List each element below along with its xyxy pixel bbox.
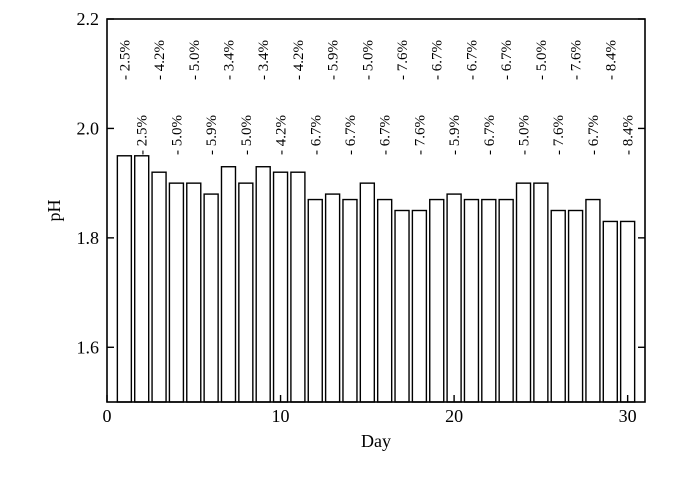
y-tick-label-1.8: 1.8 xyxy=(77,228,100,248)
data-label-day-13: - 5.9% xyxy=(326,40,342,80)
bar-day-29 xyxy=(602,220,618,403)
data-label-day-18: - 7.6% xyxy=(412,115,428,155)
bar-day-11 xyxy=(290,171,306,403)
bar-day-14 xyxy=(342,198,358,403)
data-label-day-9: - 3.4% xyxy=(256,40,272,80)
y-tick-label-2.0: 2.0 xyxy=(77,118,100,138)
y-tick-label-1.6: 1.6 xyxy=(77,337,100,357)
plot-frame xyxy=(106,18,646,403)
data-label-day-27: - 7.6% xyxy=(569,40,585,80)
bar-day-2 xyxy=(134,155,150,403)
data-label-day-26: - 7.6% xyxy=(551,115,567,155)
bar-day-18 xyxy=(411,209,428,403)
bar-day-22 xyxy=(481,198,497,403)
data-labels-group: - 2.5% - 2.5% - 4.2% - 5.0% - 5.0% - 5.9% - 3.… xyxy=(117,40,636,155)
bar-day-13 xyxy=(324,193,341,403)
bar-day-7 xyxy=(220,166,237,403)
data-label-day-17: - 7.6% xyxy=(395,40,411,80)
data-label-day-19: - 6.7% xyxy=(430,40,446,80)
x-tick-label-30: 30 xyxy=(619,406,637,426)
bar-day-24 xyxy=(515,182,532,403)
x-tick-label-0: 0 xyxy=(103,406,112,426)
data-label-day-21: - 6.7% xyxy=(464,40,480,80)
bar-day-6 xyxy=(203,193,219,403)
bars-group xyxy=(116,155,636,403)
bar-day-21 xyxy=(463,198,480,403)
bar-day-4 xyxy=(168,182,185,403)
data-label-day-22: - 6.7% xyxy=(482,115,498,155)
bar-day-23 xyxy=(498,198,514,403)
bar-day-15 xyxy=(359,182,376,403)
data-label-day-15: - 5.0% xyxy=(360,40,376,80)
bar-day-10 xyxy=(272,171,289,403)
ticks-group: 0 10 20 30 1.6 1.8 2.0 2.2 xyxy=(77,9,645,426)
x-tick-label-20: 20 xyxy=(445,406,463,426)
bar-day-3 xyxy=(151,171,167,403)
bar-day-30 xyxy=(619,220,636,403)
data-label-day-10: - 4.2% xyxy=(274,115,290,155)
data-label-day-16: - 6.7% xyxy=(378,115,394,155)
data-label-day-14: - 6.7% xyxy=(343,115,359,155)
data-label-day-29: - 8.4% xyxy=(603,40,619,80)
data-label-day-7: - 3.4% xyxy=(221,40,237,80)
data-label-day-1: - 2.5% xyxy=(117,40,133,80)
bar-day-28 xyxy=(585,198,601,403)
data-label-day-3: - 4.2% xyxy=(152,40,168,80)
bar-day-26 xyxy=(550,209,566,403)
y-axis-title: pH xyxy=(44,200,64,222)
data-label-day-4: - 5.0% xyxy=(169,115,185,155)
data-label-day-2: - 2.5% xyxy=(135,115,151,155)
bar-day-9 xyxy=(255,166,271,403)
data-label-day-24: - 5.0% xyxy=(517,115,533,155)
data-label-day-11: - 4.2% xyxy=(291,40,307,80)
data-label-day-23: - 6.7% xyxy=(499,40,515,80)
bar-day-5 xyxy=(186,182,202,403)
bar-day-17 xyxy=(394,209,410,403)
bar-day-12 xyxy=(307,198,323,403)
bar-day-16 xyxy=(376,198,393,403)
bar-day-1 xyxy=(116,155,133,403)
data-label-day-5: - 5.0% xyxy=(187,40,203,80)
data-label-day-12: - 6.7% xyxy=(308,115,324,155)
bar-day-8 xyxy=(238,182,254,403)
data-label-day-25: - 5.0% xyxy=(534,40,550,80)
bar-day-19 xyxy=(429,198,445,403)
x-axis-title: Day xyxy=(361,431,391,451)
data-label-day-20: - 5.9% xyxy=(447,115,463,155)
x-tick-label-10: 10 xyxy=(272,406,290,426)
data-label-day-30: - 8.4% xyxy=(621,115,637,155)
data-label-day-8: - 5.0% xyxy=(239,115,255,155)
data-label-day-6: - 5.9% xyxy=(204,115,220,155)
y-tick-label-2.2: 2.2 xyxy=(77,9,100,29)
bar-day-27 xyxy=(567,209,584,403)
bar-day-25 xyxy=(533,182,549,403)
bar-day-20 xyxy=(446,193,462,403)
data-label-day-28: - 6.7% xyxy=(586,115,602,155)
